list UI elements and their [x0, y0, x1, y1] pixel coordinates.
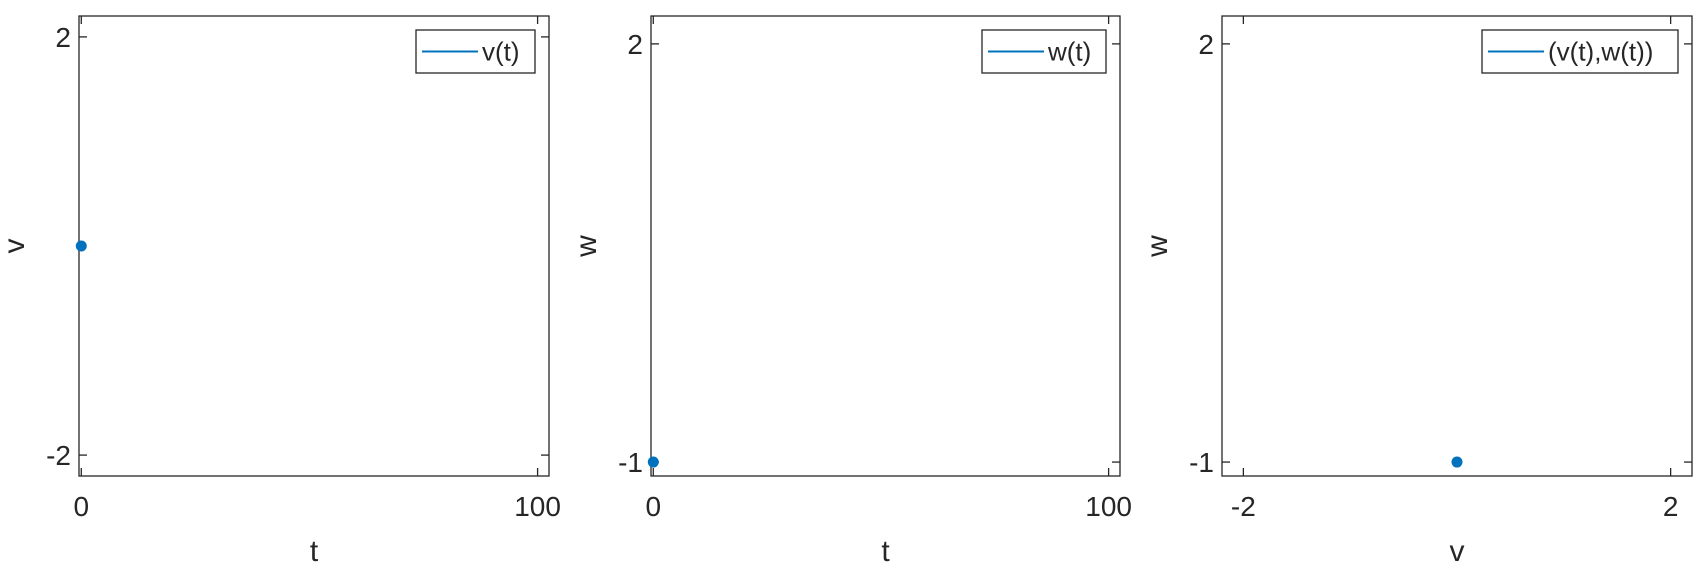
axes-box [650, 15, 1121, 477]
y-tick-label: 2 [55, 22, 71, 53]
legend-box [1481, 29, 1679, 74]
y-axis-label: w [570, 235, 603, 258]
y-tick-label: -1 [618, 447, 643, 478]
x-axis-label: t [310, 535, 319, 566]
data-point [647, 456, 659, 468]
y-tick-label: 2 [627, 29, 643, 60]
y-axis-label: w [1141, 235, 1174, 258]
y-tick-label: -2 [46, 440, 71, 471]
x-axis-label: t [881, 535, 890, 566]
x-axis-label: v [1450, 535, 1465, 566]
x-tick-label: 2 [1663, 491, 1679, 522]
panel-1: 0 100 -2 2 t v v(t) [0, 15, 561, 566]
x-tick-label: 100 [1085, 491, 1132, 522]
x-tick-label: 100 [514, 491, 561, 522]
legend-label: (v(t),w(t)) [1548, 37, 1653, 67]
data-point [75, 240, 87, 252]
data-point [1451, 456, 1463, 468]
x-tick-label: 0 [645, 491, 661, 522]
legend: v(t) [415, 29, 536, 74]
legend: (v(t),w(t)) [1481, 29, 1679, 74]
y-tick-label: -1 [1189, 447, 1214, 478]
axes-box [1221, 15, 1693, 477]
x-tick-label: 0 [73, 491, 89, 522]
panel-3: -2 2 -1 2 v w (v(t),w(t)) [1141, 15, 1693, 566]
axes-box [78, 15, 550, 477]
legend-label: w(t) [1047, 37, 1091, 67]
panel-2: 0 100 -1 2 t w w(t) [570, 15, 1132, 566]
y-axis-label: v [0, 239, 31, 254]
legend-label: v(t) [482, 37, 520, 67]
legend: w(t) [981, 29, 1107, 74]
y-tick-label: 2 [1198, 29, 1214, 60]
x-tick-label: -2 [1231, 491, 1256, 522]
